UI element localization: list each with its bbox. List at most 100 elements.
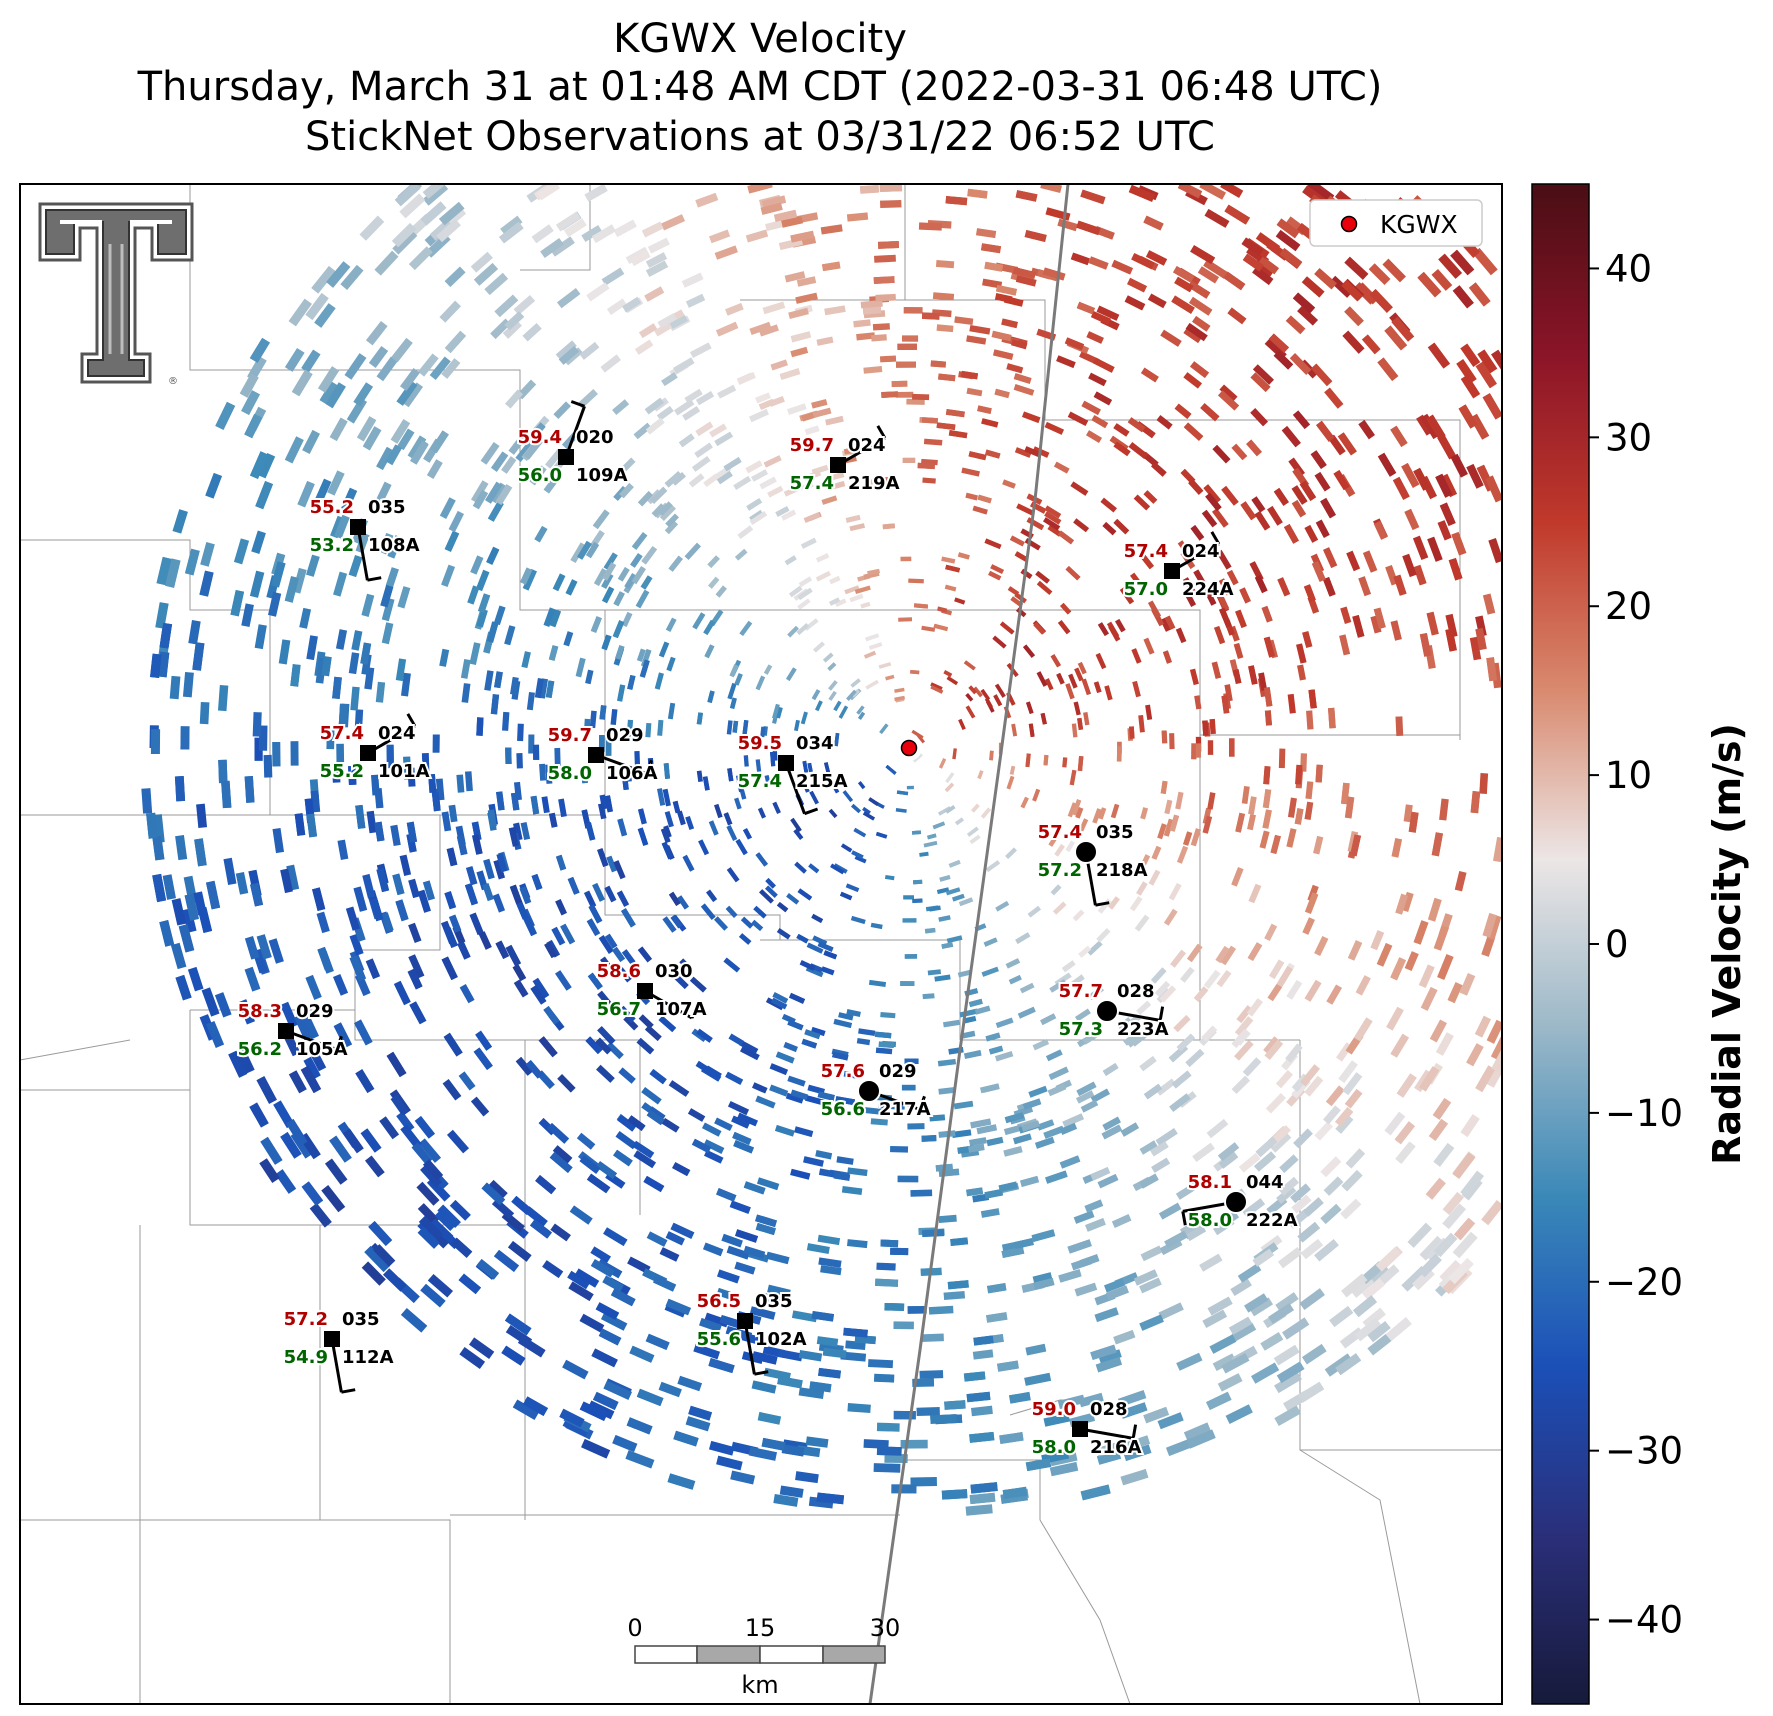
radar-gate xyxy=(649,486,668,504)
radar-gate xyxy=(695,391,715,406)
radar-gate xyxy=(646,1109,665,1126)
radar-gate xyxy=(800,537,817,549)
radar-gate xyxy=(666,656,676,672)
radar-gate xyxy=(319,381,339,405)
radar-gate xyxy=(860,300,883,309)
radar-gate xyxy=(504,625,516,646)
radar-gate xyxy=(687,1108,706,1122)
radar-gate xyxy=(407,435,427,460)
radar-gate xyxy=(373,481,392,508)
radar-gate xyxy=(1358,576,1372,597)
radar-gate xyxy=(945,772,955,784)
radar-gate xyxy=(658,1381,682,1398)
radar-gate xyxy=(941,556,956,564)
radar-gate xyxy=(554,747,561,766)
radar-gate xyxy=(524,1206,548,1228)
radar-gate xyxy=(633,422,652,440)
radar-gate xyxy=(682,405,701,421)
radar-gate xyxy=(791,1310,818,1323)
radar-gate xyxy=(466,866,478,886)
wind-barb-flag xyxy=(690,1005,701,1019)
radar-gate xyxy=(1170,949,1186,968)
radar-gate xyxy=(917,462,935,470)
radar-gate xyxy=(1169,814,1180,832)
radar-gate xyxy=(1190,361,1210,379)
radar-gate xyxy=(1126,277,1148,293)
radar-gate xyxy=(1043,1125,1065,1139)
radar-gate xyxy=(1273,487,1289,506)
radar-gate xyxy=(1090,310,1112,325)
radar-gate xyxy=(637,808,647,825)
station-id: 215A xyxy=(796,771,848,792)
radar-gate xyxy=(1200,403,1220,422)
radar-gate xyxy=(480,441,500,465)
radar-gate xyxy=(458,1273,482,1295)
radar-gate xyxy=(645,722,652,738)
radar-gate xyxy=(1050,884,1062,896)
radar-gate xyxy=(416,1181,440,1206)
radar-gate xyxy=(1355,975,1371,996)
radar-gate xyxy=(617,818,628,837)
radar-gate xyxy=(1023,644,1035,658)
radar-gate xyxy=(839,891,853,901)
radar-gate xyxy=(1011,339,1028,350)
radar-gate xyxy=(586,282,610,302)
radar-gate xyxy=(731,1115,750,1129)
radar-gate xyxy=(1263,1036,1280,1055)
radar-gate xyxy=(802,781,810,793)
radar-gate xyxy=(390,1094,409,1116)
radar-gate xyxy=(335,629,348,650)
radar-gate xyxy=(802,760,809,773)
radar-gate xyxy=(501,456,517,474)
radar-gate xyxy=(1095,652,1107,670)
radar-gate xyxy=(439,497,456,519)
radar-gate xyxy=(309,1202,332,1228)
radar-gate xyxy=(1092,808,1102,824)
radar-gate xyxy=(386,744,394,769)
radar-gate xyxy=(534,678,544,699)
radar-gate xyxy=(1460,374,1481,399)
station-id: 107A xyxy=(655,999,707,1020)
radar-gate xyxy=(969,834,981,845)
radar-gate xyxy=(439,300,461,323)
radar-gate xyxy=(1390,425,1408,448)
radar-gate xyxy=(961,370,979,380)
radar-gate xyxy=(996,1360,1019,1372)
radar-gate xyxy=(815,570,831,582)
radar-gate xyxy=(1062,757,1068,768)
station-id: 102A xyxy=(755,1329,807,1350)
radar-gate xyxy=(734,1229,759,1243)
radar-gate xyxy=(704,1065,722,1080)
radar-gate xyxy=(280,868,293,894)
radar-gate xyxy=(1183,372,1202,389)
radar-gate xyxy=(664,811,674,828)
radar-gate xyxy=(882,523,895,530)
radar-gate xyxy=(894,695,905,702)
radar-gate xyxy=(1279,1154,1299,1174)
radar-gate xyxy=(725,1325,753,1341)
radar-gate xyxy=(1110,803,1120,819)
radar-gate xyxy=(1439,1259,1463,1283)
radar-gate xyxy=(1344,796,1355,819)
station-id: 219A xyxy=(848,473,900,494)
radar-gate xyxy=(1235,812,1246,833)
radar-gate xyxy=(740,916,754,929)
radar-gate xyxy=(1293,1128,1313,1149)
radar-gate xyxy=(1004,1112,1025,1124)
radar-gate xyxy=(758,324,779,337)
radar-gate xyxy=(1217,1373,1243,1392)
radar-gate xyxy=(1304,979,1322,1002)
radar-gate xyxy=(446,847,458,867)
radar-gate xyxy=(911,830,922,835)
radar-gate xyxy=(769,1084,789,1097)
radar-gate xyxy=(494,671,503,689)
radar-gate xyxy=(1204,208,1230,228)
radar-gate xyxy=(777,1375,803,1389)
radar-gate xyxy=(641,546,658,565)
radar-gate xyxy=(1404,508,1420,531)
radar-gate xyxy=(606,298,627,315)
radar-gate xyxy=(811,1310,835,1322)
radar-gate xyxy=(362,873,376,899)
radar-gate xyxy=(755,852,768,867)
